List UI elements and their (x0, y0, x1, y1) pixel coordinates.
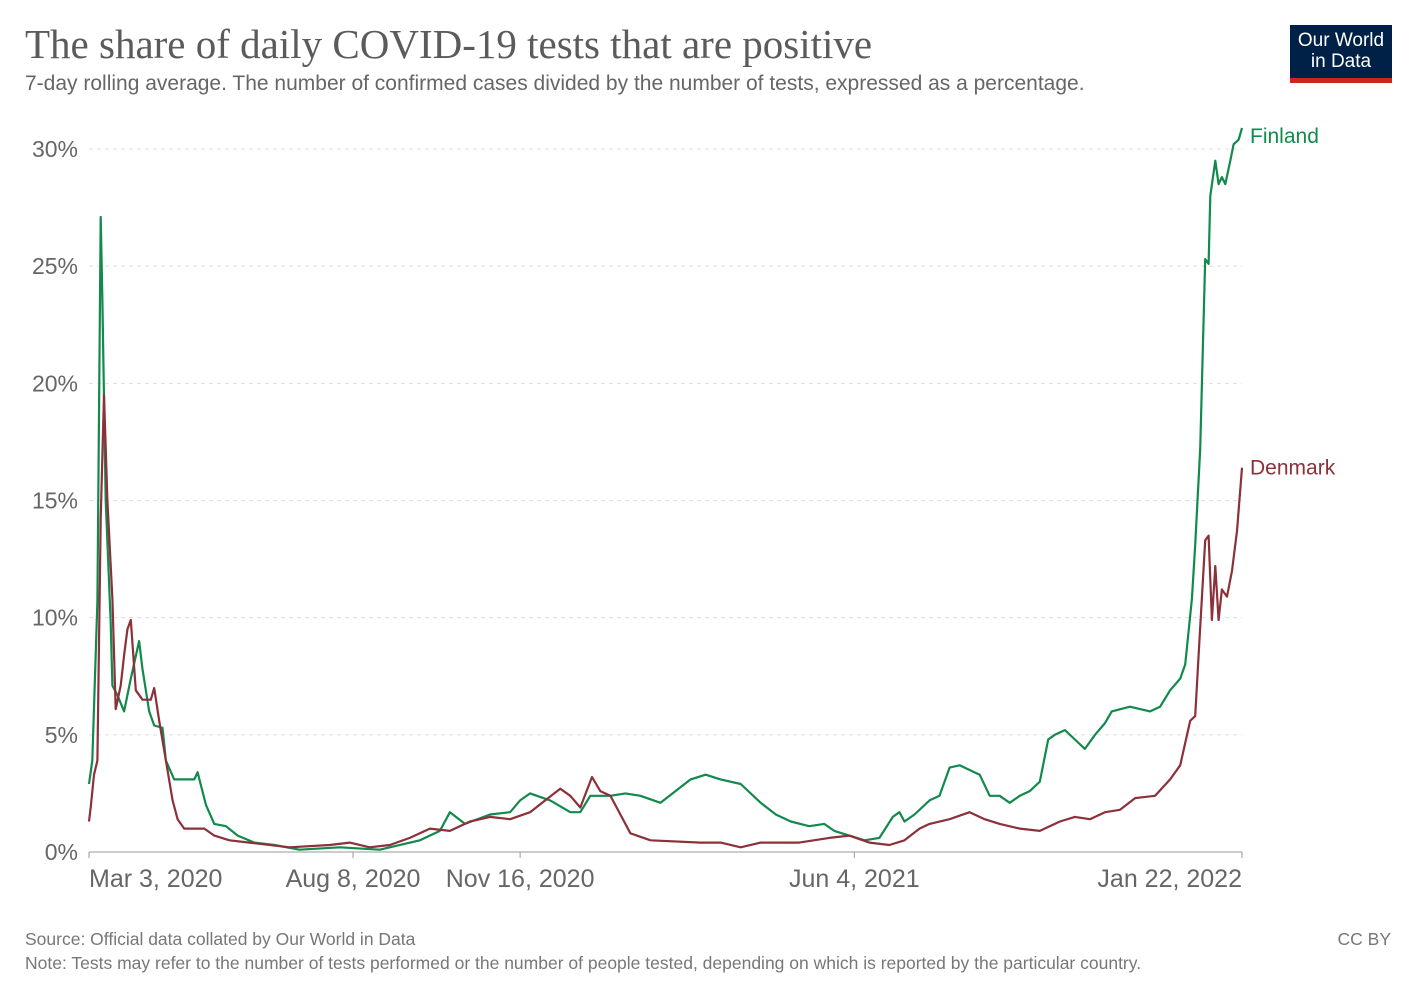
x-tick-label: Jun 4, 2021 (789, 865, 920, 893)
x-tick-label: Jan 22, 2022 (1097, 865, 1242, 893)
y-tick-label: 0% (45, 839, 78, 865)
owid-logo[interactable]: Our World in Data (1290, 25, 1392, 83)
series-line-finland (87, 127, 1244, 851)
chart-subtitle: 7-day rolling average. The number of con… (25, 72, 1085, 95)
y-tick-label: 5% (45, 722, 78, 748)
source-note: Source: Official data collated by Our Wo… (25, 929, 416, 949)
x-tick-label: Aug 8, 2020 (286, 865, 421, 893)
y-tick-label: 15% (32, 488, 78, 514)
series-label-denmark: Denmark (1250, 457, 1336, 480)
chart-title: The share of daily COVID-19 tests that a… (25, 21, 873, 67)
y-tick-label: 25% (32, 253, 78, 279)
y-tick-label: 10% (32, 605, 78, 631)
logo-line-2: in Data (1310, 51, 1372, 72)
x-tick-label: Nov 16, 2020 (446, 865, 595, 893)
y-tick-label: 20% (32, 370, 78, 396)
y-tick-label: 30% (32, 136, 78, 162)
license-link[interactable]: CC BY (1337, 929, 1391, 949)
series-label-finland: Finland (1250, 125, 1319, 148)
logo-line-1: Our World (1297, 30, 1385, 51)
x-tick-label: Mar 3, 2020 (89, 865, 222, 893)
series-line-denmark (87, 394, 1244, 849)
footnote: Note: Tests may refer to the number of t… (25, 953, 1142, 973)
